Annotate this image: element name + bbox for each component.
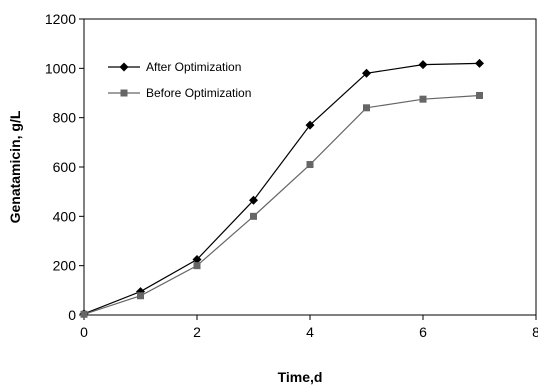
legend-marker-after-optimization — [119, 62, 129, 72]
y-tick-label: 0 — [68, 307, 76, 323]
y-tick-label: 800 — [53, 110, 77, 126]
data-point-before-optimization — [250, 212, 257, 220]
data-point-before-optimization — [137, 292, 144, 300]
data-point-after-optimization — [305, 120, 315, 130]
data-point-before-optimization — [419, 95, 427, 103]
x-tick-label: 0 — [80, 324, 88, 340]
y-tick-label: 400 — [53, 208, 77, 224]
data-point-before-optimization — [193, 262, 201, 270]
data-point-before-optimization — [363, 104, 370, 112]
series-line-after-optimization — [83, 62, 480, 315]
data-point-before-optimization — [306, 161, 314, 169]
y-tick-label: 600 — [53, 159, 77, 175]
data-point-before-optimization — [476, 91, 483, 99]
series-line-before-optimization — [83, 94, 480, 315]
data-point-after-optimization — [362, 68, 371, 78]
x-tick-label: 2 — [193, 324, 201, 340]
x-tick-label: 4 — [306, 324, 314, 340]
x-tick-label: 6 — [419, 324, 427, 340]
legend-label-after-optimization: After Optimization — [146, 60, 241, 74]
y-tick-label: 200 — [53, 258, 77, 274]
y-tick-label: 1000 — [45, 60, 76, 76]
y-tick-label: 1200 — [45, 11, 76, 27]
legend: After Optimization Before Optimization — [108, 60, 251, 100]
axes: 0 200 400 600 800 1000 1200 0 2 4 6 8 — [45, 11, 538, 340]
x-tick-label: 8 — [532, 324, 538, 340]
y-axis-title: Genatamicin, g/L — [7, 110, 23, 223]
data-point-before-optimization — [80, 310, 88, 318]
x-axis-title: Time,d — [278, 369, 323, 385]
data-point-after-optimization — [418, 60, 428, 70]
data-point-after-optimization — [192, 255, 202, 264]
data-point-after-optimization — [475, 58, 484, 68]
legend-marker-before-optimization — [120, 89, 128, 97]
legend-label-before-optimization: Before Optimization — [146, 86, 251, 100]
data-point-after-optimization — [249, 195, 258, 205]
series-group — [79, 58, 484, 319]
